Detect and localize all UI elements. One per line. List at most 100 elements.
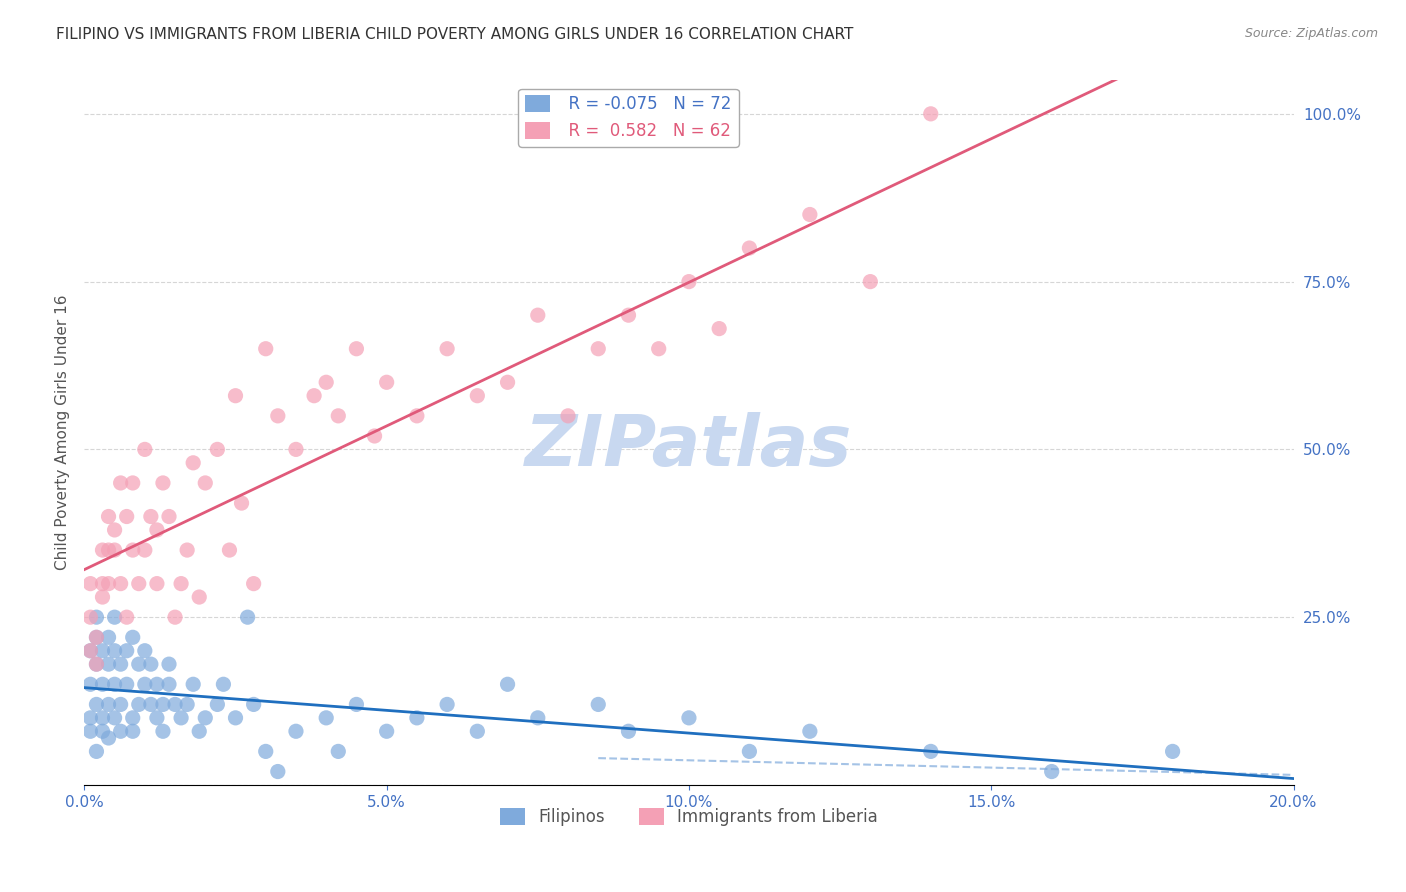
Point [115, 677, 138, 691]
Point [121, 711, 143, 725]
Point [79, 576, 101, 591]
Point [194, 711, 217, 725]
Point [97, 698, 120, 712]
Point [128, 698, 150, 712]
Point [104, 610, 127, 624]
Point [165, 698, 187, 712]
Point [285, 724, 308, 739]
Point [146, 523, 169, 537]
Point [104, 677, 127, 691]
Point [709, 321, 731, 335]
Point [86, 630, 108, 644]
Point [134, 442, 156, 457]
Point [315, 376, 337, 390]
Point [110, 698, 132, 712]
Point [315, 711, 337, 725]
Point [406, 711, 429, 725]
Point [467, 724, 489, 739]
Point [146, 576, 169, 591]
Point [79, 644, 101, 658]
Point [617, 308, 640, 322]
Point [165, 610, 187, 624]
Point [152, 698, 174, 712]
Point [527, 711, 550, 725]
Point [91, 543, 114, 558]
Point [225, 711, 247, 725]
Point [134, 543, 156, 558]
Point [91, 590, 114, 604]
Point [194, 475, 217, 490]
Y-axis label: Child Poverty Among Girls Under 16: Child Poverty Among Girls Under 16 [55, 295, 70, 570]
Point [617, 724, 640, 739]
Point [1040, 764, 1063, 779]
Point [110, 576, 132, 591]
Point [648, 342, 671, 356]
Point [146, 677, 169, 691]
Point [218, 543, 240, 558]
Point [86, 698, 108, 712]
Point [738, 241, 761, 255]
Point [496, 677, 519, 691]
Point [254, 342, 277, 356]
Point [678, 711, 700, 725]
Point [375, 376, 398, 390]
Point [363, 429, 385, 443]
Point [97, 657, 120, 672]
Point [121, 630, 143, 644]
Point [207, 698, 229, 712]
Point [920, 107, 942, 121]
Point [86, 657, 108, 672]
Point [176, 543, 198, 558]
Point [128, 657, 150, 672]
Point [86, 744, 108, 758]
Point [436, 698, 458, 712]
Point [1161, 744, 1184, 758]
Point [170, 711, 193, 725]
Point [157, 509, 180, 524]
Point [110, 657, 132, 672]
Point [91, 644, 114, 658]
Point [242, 698, 264, 712]
Point [267, 764, 290, 779]
Point [152, 475, 174, 490]
Text: ZIPatlas: ZIPatlas [526, 412, 852, 481]
Point [97, 509, 120, 524]
Point [267, 409, 290, 423]
Point [79, 644, 101, 658]
Point [121, 475, 143, 490]
Point [115, 610, 138, 624]
Point [212, 677, 235, 691]
Point [588, 698, 610, 712]
Point [79, 711, 101, 725]
Point [86, 657, 108, 672]
Point [157, 677, 180, 691]
Point [859, 275, 882, 289]
Point [104, 543, 127, 558]
Point [104, 711, 127, 725]
Point [188, 724, 211, 739]
Point [79, 724, 101, 739]
Point [467, 389, 489, 403]
Point [146, 711, 169, 725]
Point [406, 409, 429, 423]
Point [225, 389, 247, 403]
Point [799, 207, 821, 221]
Point [97, 576, 120, 591]
Text: Source: ZipAtlas.com: Source: ZipAtlas.com [1244, 27, 1378, 40]
Point [91, 576, 114, 591]
Point [97, 731, 120, 745]
Point [79, 610, 101, 624]
Point [799, 724, 821, 739]
Point [176, 698, 198, 712]
Point [302, 389, 325, 403]
Point [346, 698, 368, 712]
Point [121, 543, 143, 558]
Point [236, 610, 259, 624]
Point [104, 644, 127, 658]
Point [139, 509, 162, 524]
Point [115, 644, 138, 658]
Point [588, 342, 610, 356]
Point [170, 576, 193, 591]
Point [738, 744, 761, 758]
Point [207, 442, 229, 457]
